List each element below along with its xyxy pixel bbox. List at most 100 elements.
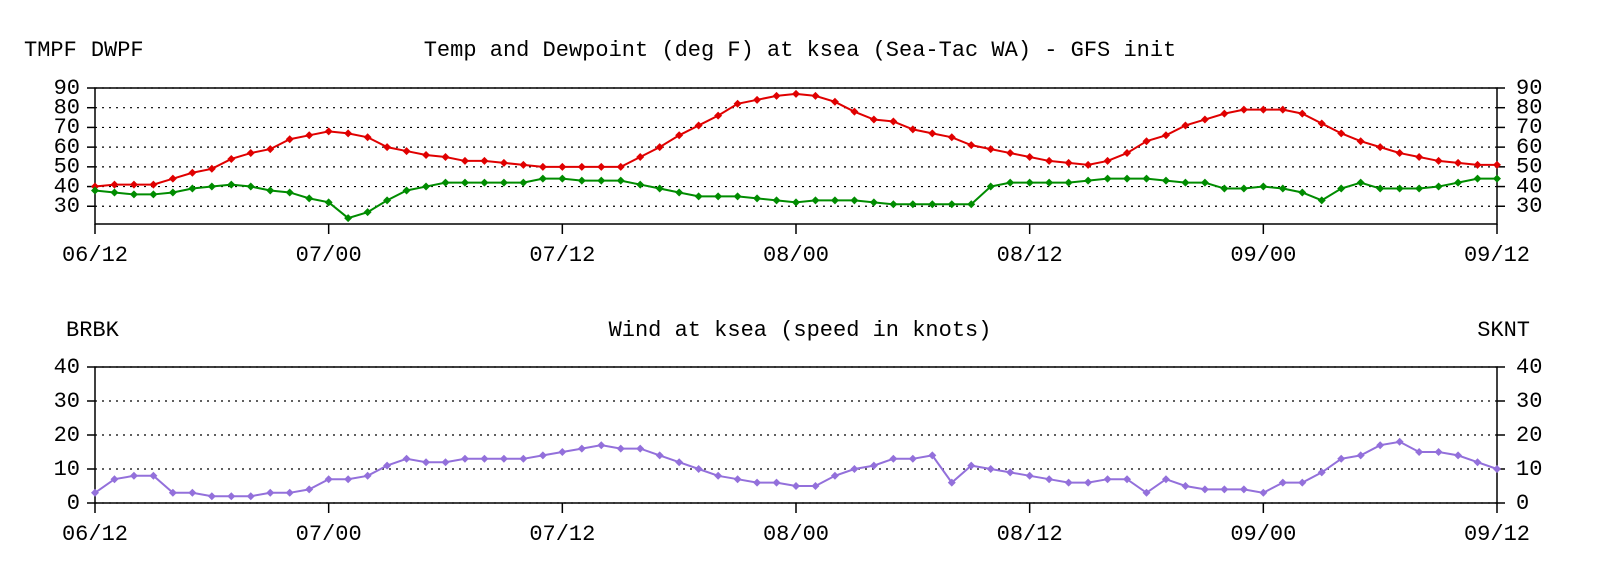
point: [733, 192, 742, 201]
point: [1434, 156, 1443, 165]
point: [1045, 475, 1054, 484]
point: [305, 194, 314, 203]
point: [441, 152, 450, 161]
point: [1181, 121, 1190, 130]
y-tick-label: 60: [54, 135, 80, 160]
point: [1278, 105, 1287, 114]
point: [441, 178, 450, 187]
point: [188, 184, 197, 193]
point: [1239, 105, 1248, 114]
x-tick-label: 08/00: [763, 243, 829, 268]
point: [1006, 178, 1015, 187]
point: [967, 200, 976, 209]
point: [363, 208, 372, 217]
point: [1434, 448, 1443, 456]
point: [1084, 176, 1093, 185]
point: [850, 465, 859, 473]
point: [538, 174, 547, 183]
x-tick-label: 09/12: [1464, 243, 1530, 268]
point: [188, 488, 197, 497]
point: [597, 176, 606, 185]
point: [1376, 441, 1385, 450]
point: [344, 214, 353, 223]
point: [1356, 178, 1365, 187]
point: [947, 478, 956, 487]
point: [1123, 475, 1132, 484]
point: [519, 178, 528, 187]
point: [246, 149, 255, 158]
point: [324, 475, 333, 484]
point: [811, 482, 820, 490]
point: [110, 475, 119, 484]
point: [227, 154, 236, 163]
point: [1239, 184, 1248, 193]
point: [305, 131, 314, 140]
point: [830, 196, 839, 205]
point: [422, 151, 431, 160]
point: [402, 186, 411, 195]
point: [616, 162, 625, 171]
point: [499, 454, 508, 463]
point: [577, 444, 586, 453]
point: [1376, 143, 1385, 152]
plot-frame: [94, 366, 1498, 504]
point: [480, 454, 489, 463]
point: [402, 454, 411, 463]
point: [558, 448, 567, 456]
point: [1415, 152, 1424, 161]
point: [383, 461, 392, 470]
x-tick-label: 08/12: [997, 243, 1063, 268]
point: [460, 178, 469, 187]
chart-title: Wind at ksea (speed in knots): [609, 318, 992, 343]
y-tick-label: 90: [54, 76, 80, 101]
point: [967, 141, 976, 150]
point: [1142, 488, 1151, 497]
point: [1103, 156, 1112, 165]
y-tick-label: 70: [54, 115, 80, 140]
point: [1142, 137, 1151, 146]
point: [1181, 178, 1190, 187]
point: [889, 117, 898, 126]
point: [986, 182, 995, 191]
point: [792, 198, 800, 207]
point: [168, 174, 177, 183]
point: [266, 145, 275, 154]
point: [986, 145, 995, 154]
point: [908, 454, 917, 463]
left-label: BRBK: [66, 318, 120, 343]
point: [792, 482, 800, 490]
point: [792, 89, 800, 98]
point: [733, 99, 742, 108]
y-tick-label: 80: [54, 96, 80, 121]
point: [363, 133, 372, 142]
point: [636, 152, 645, 161]
point: [1415, 184, 1424, 193]
x-tick-label: 07/00: [296, 243, 362, 268]
point: [305, 485, 314, 494]
point: [227, 180, 236, 189]
point: [1064, 478, 1073, 487]
point: [1317, 196, 1326, 205]
point: [1181, 482, 1190, 490]
point: [928, 200, 937, 209]
point: [1473, 458, 1482, 467]
x-tick-label: 09/00: [1230, 522, 1296, 547]
point: [1025, 178, 1034, 187]
point: [675, 458, 684, 467]
point: [1317, 468, 1326, 477]
point: [811, 196, 820, 205]
point: [91, 186, 99, 195]
point: [675, 131, 684, 140]
point: [869, 198, 878, 207]
point: [246, 182, 255, 191]
point: [1006, 149, 1015, 158]
point: [772, 478, 781, 487]
chart-title: Temp and Dewpoint (deg F) at ksea (Sea-T…: [424, 38, 1177, 63]
point: [655, 143, 664, 152]
point: [129, 471, 138, 480]
point: [753, 194, 762, 203]
point: [655, 184, 664, 193]
point: [207, 164, 216, 173]
